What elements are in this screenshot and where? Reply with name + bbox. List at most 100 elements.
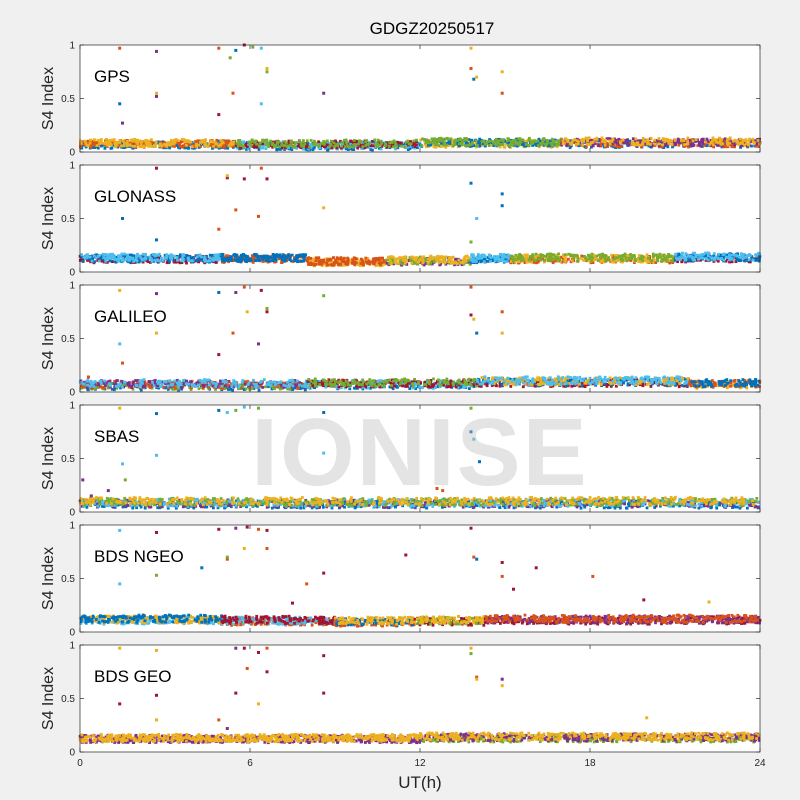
- data-point: [698, 143, 701, 146]
- data-point: [323, 145, 326, 149]
- data-point: [418, 143, 422, 147]
- data-point: [98, 259, 101, 263]
- data-point: [325, 139, 329, 143]
- data-point: [97, 383, 101, 387]
- data-point: [673, 139, 677, 142]
- data-point: [348, 142, 351, 146]
- data-point: [223, 259, 226, 263]
- data-point: [714, 140, 718, 144]
- data-point: [574, 143, 578, 146]
- data-point: [339, 139, 342, 143]
- data-point: [336, 257, 339, 261]
- data-point: [379, 143, 383, 147]
- data-point: [131, 387, 135, 391]
- data-point: [676, 137, 680, 141]
- data-point: [654, 261, 658, 264]
- data-point: [719, 257, 722, 261]
- spike-point: [155, 238, 158, 242]
- data-point: [730, 260, 734, 264]
- data-point: [208, 253, 212, 257]
- data-point: [459, 138, 463, 142]
- data-point: [494, 137, 498, 141]
- data-point: [92, 138, 96, 142]
- data-point: [617, 258, 621, 261]
- spike-point: [121, 217, 124, 220]
- data-point: [744, 139, 748, 142]
- data-point: [692, 258, 695, 262]
- data-point: [265, 138, 269, 142]
- data-point: [138, 254, 142, 258]
- data-point: [304, 382, 307, 386]
- data-point: [538, 139, 542, 143]
- data-point: [220, 260, 224, 264]
- data-point: [195, 255, 199, 259]
- data-point: [261, 145, 265, 149]
- data-point: [225, 380, 229, 384]
- data-point: [619, 145, 623, 148]
- data-point: [117, 257, 121, 261]
- data-point: [330, 146, 334, 150]
- data-point: [610, 258, 614, 262]
- data-point: [364, 256, 368, 260]
- data-point: [336, 142, 340, 146]
- data-point: [245, 145, 249, 149]
- y-tick-label: 0.5: [61, 94, 75, 105]
- data-point: [115, 386, 118, 390]
- y-tick-label: 1: [69, 41, 75, 52]
- data-point: [338, 141, 341, 145]
- data-point: [153, 145, 157, 148]
- data-point: [493, 142, 497, 146]
- data-point: [504, 255, 508, 259]
- data-point: [190, 379, 194, 383]
- data-point: [268, 259, 272, 263]
- data-point: [352, 139, 356, 142]
- spike-point: [259, 46, 263, 50]
- data-point: [164, 382, 167, 385]
- data-point: [102, 256, 106, 259]
- data-point: [754, 139, 757, 142]
- data-point: [667, 253, 670, 256]
- data-point: [133, 137, 137, 141]
- data-point: [232, 140, 236, 144]
- chart-title: GDGZ20250517: [370, 19, 495, 38]
- data-point: [476, 144, 479, 147]
- data-point: [184, 259, 188, 263]
- data-point: [217, 146, 221, 150]
- data-point: [474, 139, 478, 143]
- data-point: [257, 388, 261, 392]
- data-point: [157, 386, 161, 390]
- data-point: [161, 140, 165, 144]
- data-point: [322, 262, 326, 266]
- data-point: [317, 143, 321, 146]
- data-point: [477, 256, 481, 260]
- data-point: [718, 253, 722, 257]
- data-point: [266, 141, 270, 145]
- data-point: [603, 256, 607, 260]
- data-point: [194, 145, 198, 148]
- data-point: [163, 141, 167, 144]
- data-point: [546, 258, 550, 261]
- data-point: [437, 137, 441, 140]
- data-point: [413, 146, 416, 150]
- data-point: [326, 145, 330, 149]
- data-point: [730, 140, 734, 144]
- data-point: [207, 383, 211, 387]
- data-point: [601, 254, 604, 258]
- data-point: [137, 258, 141, 261]
- data-point: [437, 261, 441, 265]
- data-point: [142, 142, 146, 145]
- data-point: [195, 381, 199, 385]
- data-point: [388, 262, 392, 265]
- data-point: [527, 144, 531, 147]
- data-point: [509, 143, 513, 147]
- data-point: [150, 138, 153, 142]
- data-point: [122, 144, 126, 148]
- data-point: [691, 139, 695, 143]
- data-point: [738, 137, 742, 141]
- data-point: [185, 379, 188, 383]
- data-point: [189, 256, 192, 260]
- data-point: [541, 141, 545, 145]
- data-point: [521, 138, 525, 142]
- data-point: [316, 257, 319, 260]
